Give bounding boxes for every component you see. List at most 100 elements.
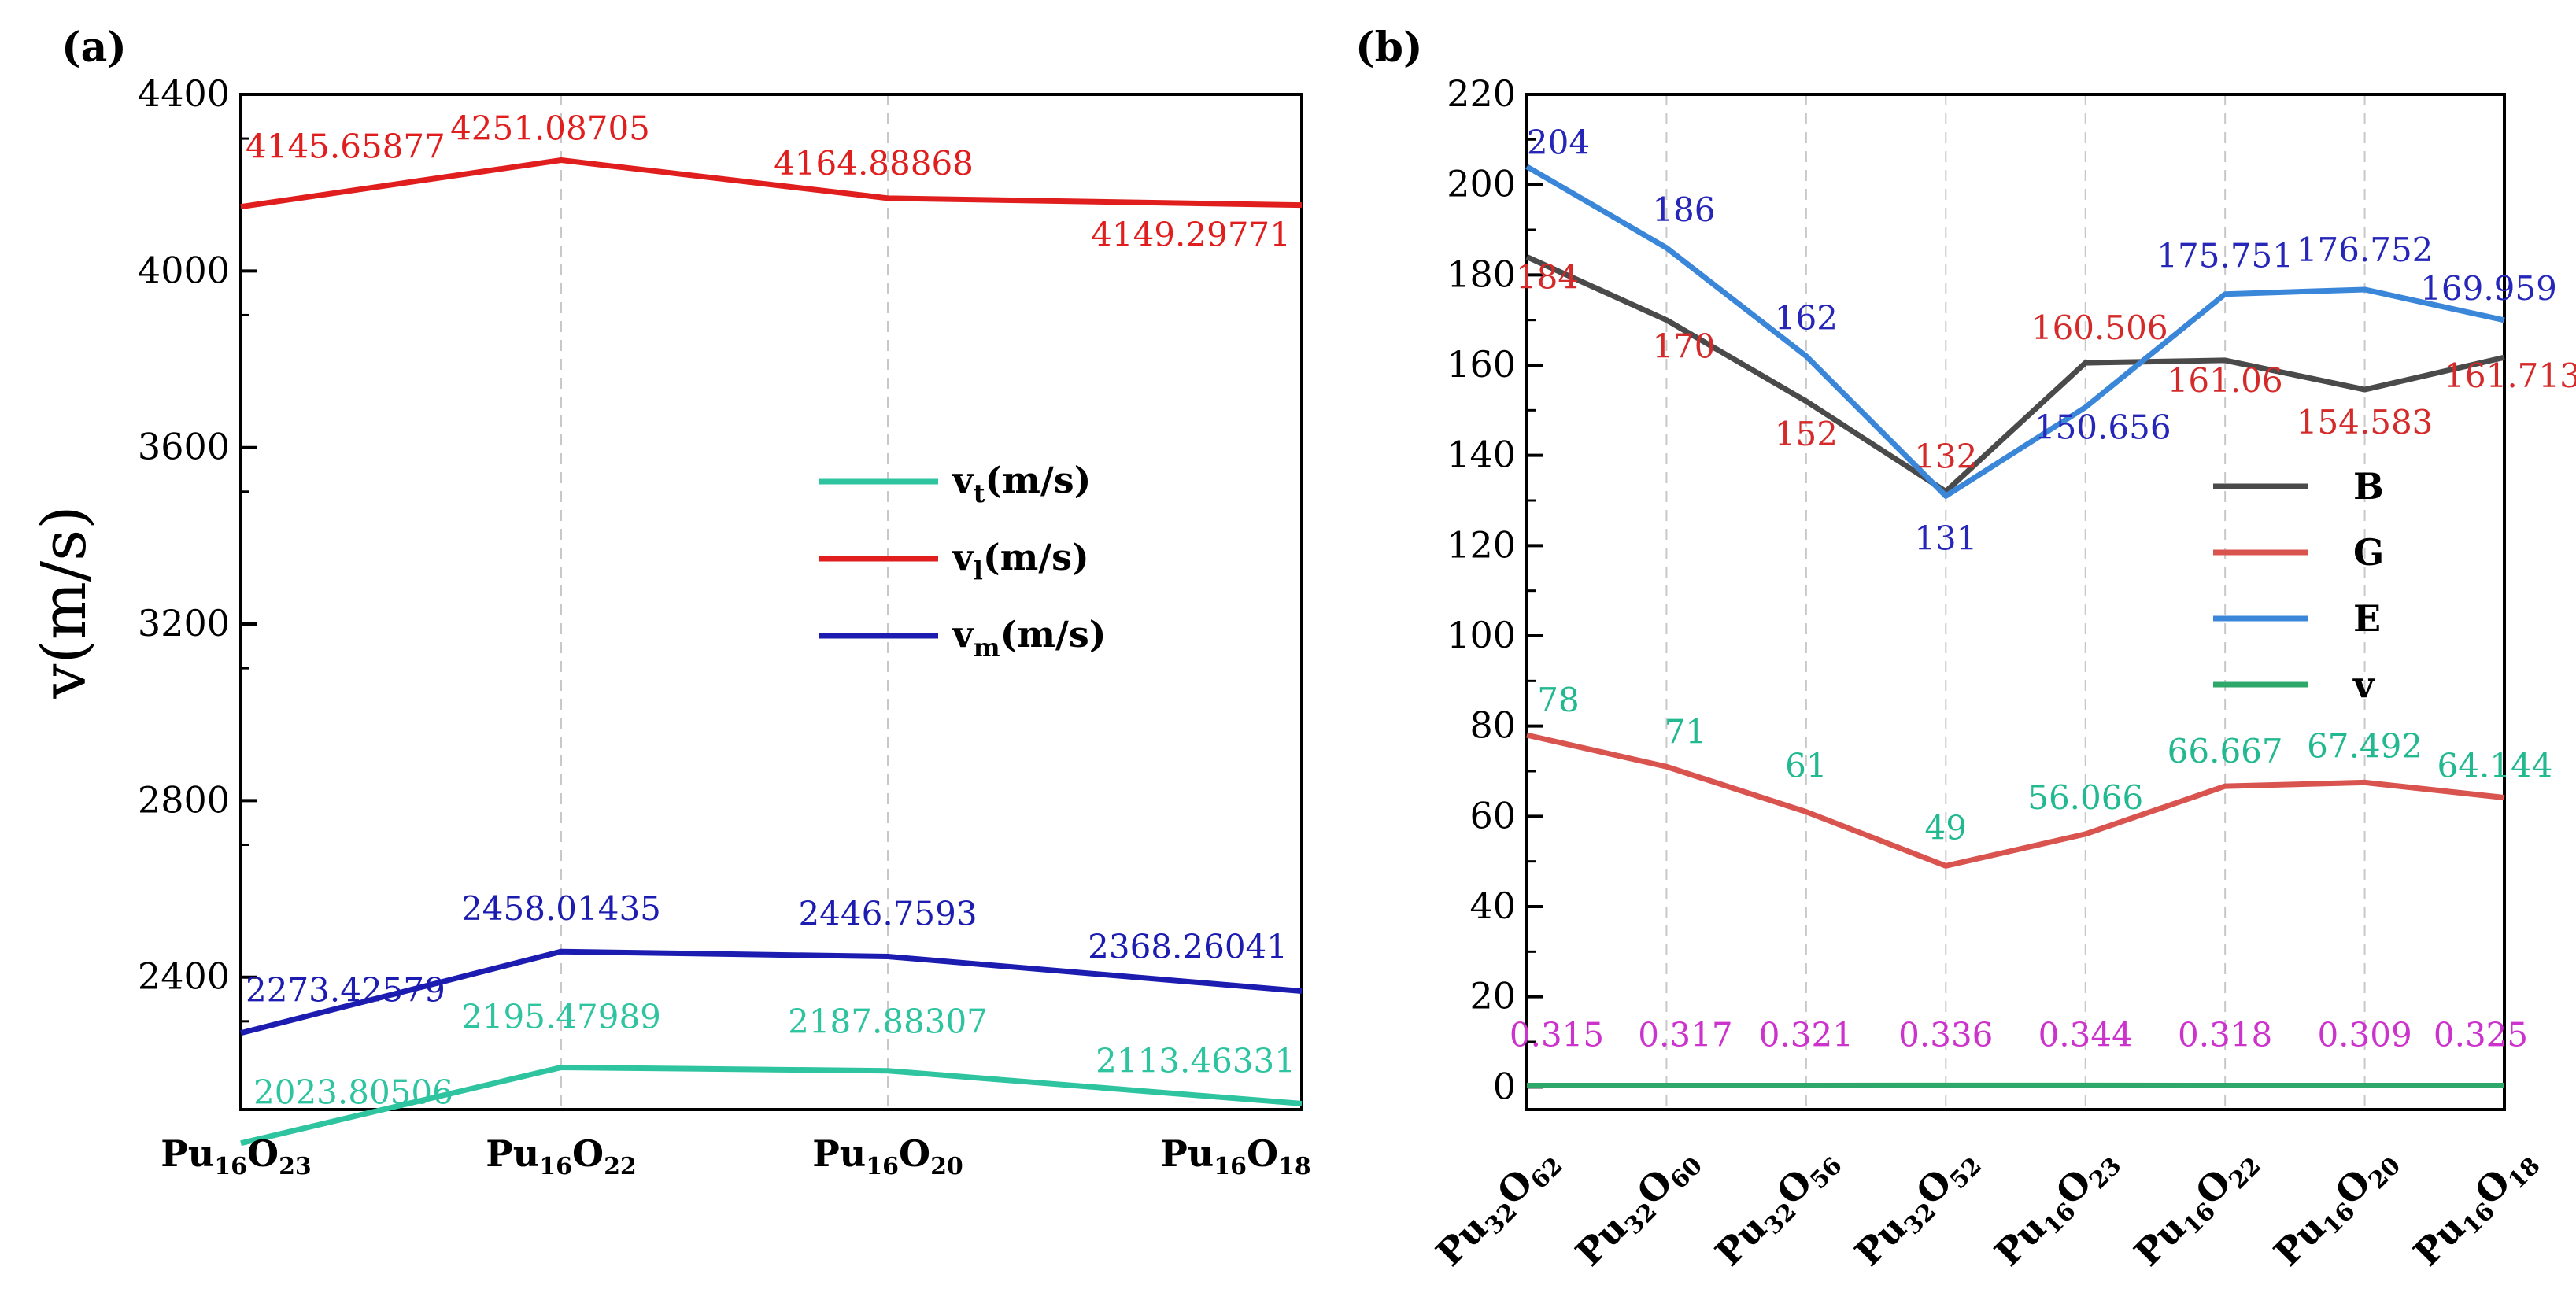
- legend-label-vl(m/s): vl(m/s): [952, 536, 1089, 585]
- panel-b-tick-label: 160: [1447, 343, 1516, 386]
- data-label-vt(m/s): 2187.88307: [788, 1003, 988, 1041]
- data-label-B: 154.583: [2297, 403, 2434, 441]
- panel-a-tick-label: 2400: [138, 955, 230, 998]
- data-label-vm(m/s): 2273.42579: [246, 971, 445, 1010]
- x-category-label: Pu16O22: [486, 1132, 637, 1180]
- panel-a-y-axis-label: v(m/s): [29, 505, 100, 699]
- data-label-E: 131: [1914, 519, 1977, 557]
- data-label-G: 64.144: [2437, 747, 2553, 785]
- x-category-label: Pu32O56: [1707, 1138, 1848, 1279]
- x-category-label: Pu16O20: [812, 1132, 963, 1180]
- data-label-E: 176.752: [2297, 231, 2434, 269]
- panel-a-y-ticks: 2400 2800 3200 3600 4000 4400: [138, 72, 257, 1023]
- data-label-G: 61: [1785, 747, 1827, 785]
- data-label-v: 0.325: [2434, 1015, 2528, 1054]
- data-label-vm(m/s): 2446.7593: [798, 895, 977, 933]
- panel-a-tick-label: 4000: [138, 249, 230, 291]
- data-label-E: 169.959: [2420, 269, 2557, 308]
- data-label-v: 0.309: [2317, 1016, 2412, 1054]
- data-label-G: 49: [1925, 808, 1967, 847]
- series-line-vm(m/s): [240, 948, 1303, 1036]
- panel-b-tick-label: 80: [1469, 704, 1516, 747]
- panel-b-label: (b): [1355, 24, 1423, 72]
- data-label-G: 71: [1665, 712, 1706, 751]
- panel-b: (b) 0 20 40 60 80 100 120 140 160 180 200 220 184 17…: [1355, 24, 2576, 1279]
- panel-a-label: (a): [61, 24, 127, 72]
- panel-b-tick-label: 100: [1447, 614, 1516, 656]
- data-label-vl(m/s): 4164.88868: [774, 144, 974, 183]
- panel-a-legend: vt(m/s) vl(m/s) vm(m/s): [819, 459, 1107, 663]
- panel-b-x-categories: Pu32O62Pu32O60Pu32O56Pu32O52Pu16O23Pu16O…: [1428, 1138, 2546, 1279]
- panel-b-frame: [1525, 93, 2506, 1111]
- data-label-vl(m/s): 4251.08705: [450, 109, 650, 148]
- data-label-v: 0.315: [1510, 1016, 1604, 1054]
- data-label-vl(m/s): 4149.29771: [1091, 216, 1291, 254]
- panel-b-tick-label: 220: [1447, 72, 1516, 115]
- x-category-label: Pu16O18: [2405, 1138, 2546, 1279]
- panel-b-tick-label: 200: [1447, 163, 1516, 205]
- x-category-label: Pu16O20: [2266, 1138, 2407, 1279]
- series-line-vt(m/s): [240, 1064, 1303, 1147]
- x-category-label: Pu32O52: [1846, 1138, 1987, 1279]
- x-category-label: Pu16O23: [161, 1132, 312, 1180]
- data-label-B: 161.06: [2168, 361, 2283, 400]
- x-category-label: Pu32O62: [1428, 1138, 1569, 1279]
- panel-a-x-categories: Pu16O23 Pu16O22 Pu16O20 Pu16O18: [161, 1132, 1311, 1180]
- panel-b-tick-label: 140: [1447, 434, 1516, 476]
- data-label-B: 132: [1914, 438, 1977, 476]
- data-label-G: 78: [1537, 681, 1579, 719]
- data-label-vt(m/s): 2113.46331: [1096, 1041, 1295, 1080]
- panel-b-tick-label: 120: [1447, 523, 1516, 566]
- legend-label-B: B: [2353, 465, 2384, 508]
- data-label-v: 0.336: [1898, 1015, 1993, 1054]
- panel-b-series: [1525, 164, 2505, 1089]
- panel-b-tick-label: 180: [1447, 253, 1516, 295]
- legend-label-G: G: [2353, 531, 2384, 574]
- panel-a-series: [240, 157, 1303, 1147]
- data-label-vl(m/s): 4145.65877: [246, 127, 445, 166]
- data-label-vm(m/s): 2458.01435: [461, 889, 661, 928]
- panel-a-tick-label: 4400: [138, 72, 230, 115]
- data-label-B: 152: [1775, 415, 1838, 453]
- legend-label-vm(m/s): vm(m/s): [952, 613, 1107, 663]
- legend-label-v: v: [2352, 663, 2375, 706]
- panel-a-frame: [239, 93, 1303, 1111]
- legend-label-E: E: [2353, 597, 2381, 640]
- data-label-B: 184: [1516, 257, 1579, 296]
- panel-b-y-ticks: 0 20 40 60 80 100 120 140 160 180 200 220: [1447, 72, 1543, 1107]
- data-label-v: 0.344: [2038, 1015, 2133, 1054]
- data-label-B: 161.713: [2444, 356, 2576, 395]
- panel-a-tick-label: 3600: [138, 426, 230, 468]
- series-line-G: [1526, 732, 2505, 869]
- panel-a-tick-label: 2800: [138, 778, 230, 821]
- x-category-label: Pu16O18: [1160, 1132, 1311, 1180]
- x-category-label: Pu32O60: [1568, 1138, 1709, 1279]
- data-label-B: 170: [1652, 327, 1715, 366]
- data-label-G: 66.667: [2168, 732, 2283, 770]
- data-label-vt(m/s): 2195.47989: [461, 997, 661, 1036]
- x-category-label: Pu16O22: [2126, 1138, 2267, 1279]
- data-label-vm(m/s): 2368.26041: [1088, 928, 1288, 966]
- data-label-G: 67.492: [2307, 726, 2423, 765]
- data-label-vt(m/s): 2023.80506: [253, 1073, 453, 1112]
- data-label-E: 186: [1652, 190, 1715, 229]
- data-label-E: 175.751: [2157, 237, 2293, 275]
- legend-label-vt(m/s): vt(m/s): [952, 459, 1091, 508]
- panel-b-tick-label: 20: [1469, 975, 1516, 1017]
- panel-a: (a) 2400 2800 3200 3600 4000 4400 v(m/s) 2023…: [29, 24, 1311, 1180]
- data-label-E: 204: [1527, 124, 1590, 162]
- data-label-v: 0.318: [2178, 1016, 2272, 1054]
- series-line-B: [1525, 254, 2505, 495]
- data-label-v: 0.317: [1638, 1016, 1732, 1054]
- panel-b-tick-label: 0: [1493, 1065, 1516, 1107]
- data-label-B: 160.506: [2031, 308, 2168, 347]
- data-label-G: 56.066: [2027, 778, 2143, 817]
- data-label-E: 162: [1775, 299, 1838, 338]
- x-category-label: Pu16O23: [1987, 1138, 2127, 1279]
- data-label-E: 150.656: [2035, 408, 2171, 447]
- series-line-vl(m/s): [240, 157, 1303, 210]
